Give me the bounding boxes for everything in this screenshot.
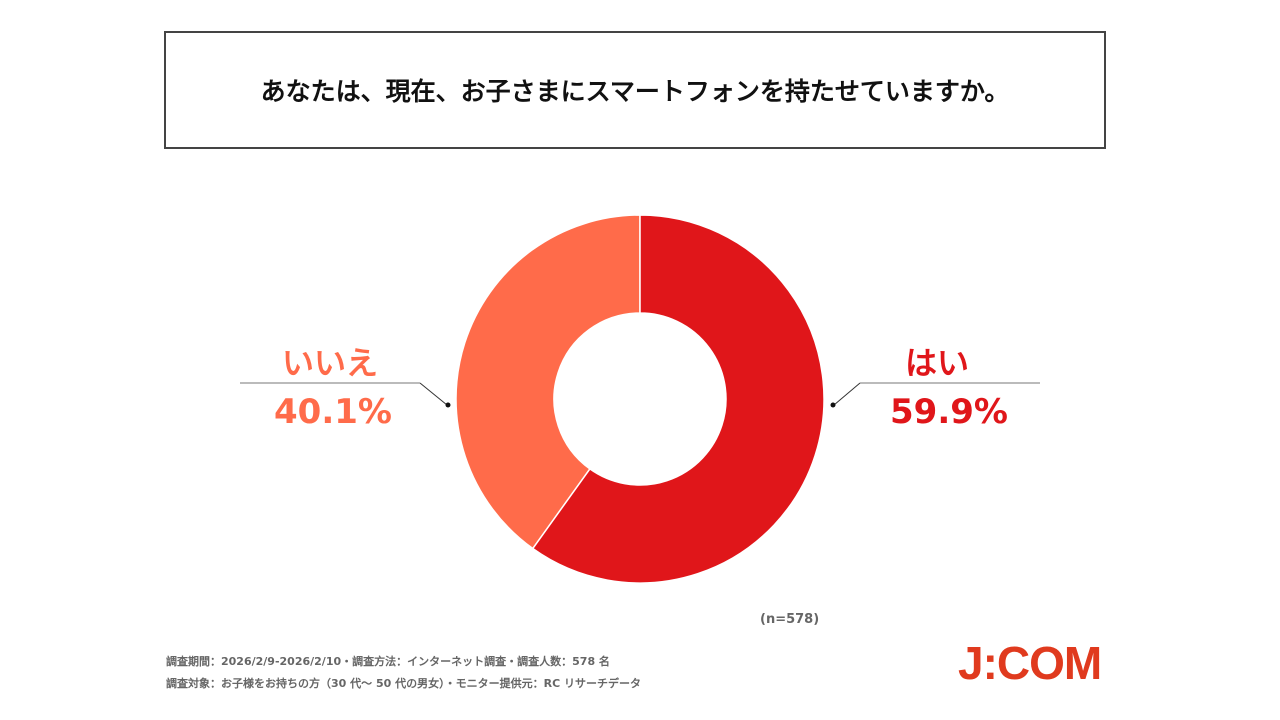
chart-title: あなたは、現在、お子さまにスマートフォンを持たせていますか。 bbox=[260, 77, 1010, 106]
label-yes: はい bbox=[905, 344, 970, 382]
donut-slice-no bbox=[455, 214, 641, 550]
leader-line-no-diag bbox=[419, 382, 448, 406]
footer-line-2: 調査対象：お子様をお持ちの方（30 代～ 50 代の男女）・モニター提供元：RC… bbox=[166, 677, 641, 690]
label-no: いいえ bbox=[282, 344, 379, 382]
title-box: あなたは、現在、お子さまにスマートフォンを持たせていますか。 bbox=[164, 31, 1106, 149]
leader-line-yes-diag bbox=[833, 382, 861, 406]
leader-dot-no bbox=[445, 402, 451, 408]
leader-dot-yes bbox=[830, 402, 836, 408]
footer-line-1: 調査期間：2026/2/9-2026/2/10・調査方法：インターネット調査・調… bbox=[166, 655, 610, 668]
value-yes: 59.9% bbox=[890, 392, 1008, 432]
sample-size: (n=578) bbox=[760, 612, 820, 627]
donut-slice-yes bbox=[531, 214, 825, 584]
value-no: 40.1% bbox=[274, 392, 392, 432]
jcom-logo: J:COM bbox=[958, 637, 1102, 689]
